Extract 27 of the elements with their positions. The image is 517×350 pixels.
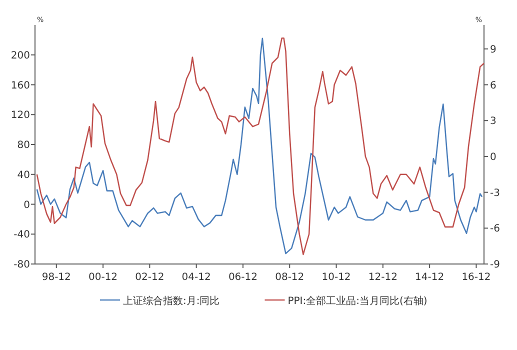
x-tick-label: 08-12 xyxy=(275,272,304,283)
x-tick-label: 14-12 xyxy=(415,272,444,283)
y2-tick-label: -9 xyxy=(490,260,500,270)
x-tick-label: 16-12 xyxy=(462,272,491,283)
x-tick-label: 04-12 xyxy=(182,272,211,283)
y-tick-label: -80 xyxy=(14,260,30,270)
y2-tick-label: 0 xyxy=(490,152,496,163)
y-tick-label: 80 xyxy=(17,140,30,151)
x-tick-label: 98-12 xyxy=(42,272,71,283)
y2-tick-label: -3 xyxy=(490,188,500,199)
x-tick-label: 00-12 xyxy=(88,272,118,283)
y2-tick-label: 6 xyxy=(490,80,496,92)
y-tick-label: 0 xyxy=(24,200,30,211)
y2-tick-label: -6 xyxy=(490,224,500,235)
y2-tick-label: 9 xyxy=(490,44,496,56)
x-tick-label: 06-12 xyxy=(228,272,258,283)
y-tick-label: 120 xyxy=(10,110,30,122)
x-tick-label: 02-12 xyxy=(135,272,164,283)
legend-label: 上证综合指数:月:同比 xyxy=(123,295,220,307)
legend-label: PPI:全部工业品:当月同比(右轴) xyxy=(288,295,428,307)
x-tick-label: 10-12 xyxy=(322,272,351,283)
y-tick-label: -40 xyxy=(14,230,30,241)
y2-tick-label: 3 xyxy=(490,116,496,128)
y-tick-label: 40 xyxy=(17,170,30,181)
y-tick-label: 200 xyxy=(10,50,30,62)
y-tick-label: 160 xyxy=(10,80,30,92)
x-tick-label: 12-12 xyxy=(368,272,398,283)
